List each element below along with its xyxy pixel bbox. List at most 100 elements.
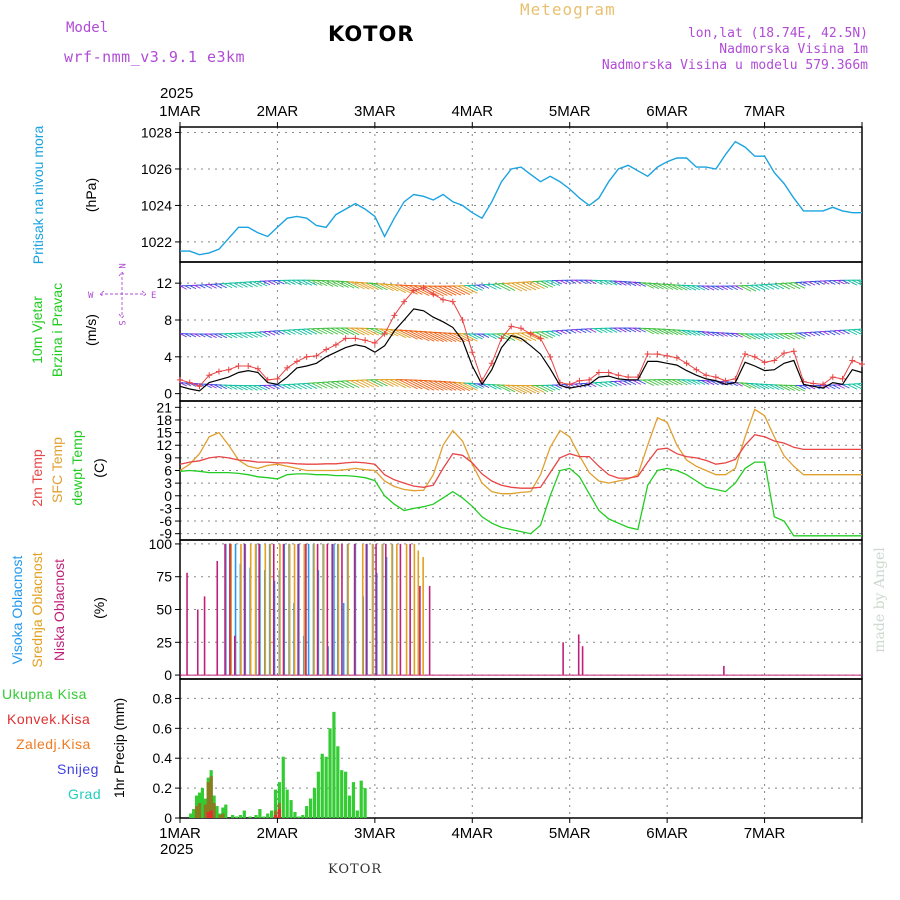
wind-barb bbox=[676, 329, 688, 336]
wind-barb bbox=[247, 332, 258, 338]
footer-station: KOTOR bbox=[328, 862, 383, 877]
wind-barb bbox=[861, 383, 862, 385]
bar-total-precip bbox=[285, 789, 289, 818]
wind-barb bbox=[252, 332, 263, 338]
wind-barb bbox=[608, 327, 618, 333]
wind-barb bbox=[501, 384, 516, 393]
wind-barb bbox=[267, 331, 276, 336]
bar-total-precip bbox=[231, 815, 235, 818]
wind-barb bbox=[209, 384, 217, 389]
wind-barb bbox=[399, 329, 418, 340]
wind-barb bbox=[243, 385, 253, 391]
wind-barb bbox=[769, 333, 780, 340]
bar-frozen-precip bbox=[206, 782, 210, 818]
ylabel-pressure: Pritisak na nivou mora bbox=[30, 126, 46, 265]
wind-barb bbox=[735, 333, 743, 338]
wind-barb bbox=[433, 331, 453, 343]
wind-barb bbox=[389, 379, 407, 389]
wind-barb bbox=[788, 282, 801, 290]
wind-barb bbox=[856, 383, 862, 387]
wind-barb bbox=[223, 283, 233, 289]
wind-barb bbox=[559, 330, 568, 335]
x-label-top: 6MAR bbox=[646, 103, 688, 120]
wind-barb bbox=[632, 380, 642, 385]
wind-barb bbox=[394, 284, 411, 294]
wind-barb bbox=[374, 379, 388, 387]
header-model-name: wrf-nmm_v3.9.1 e3km bbox=[64, 48, 246, 66]
wind-barb bbox=[554, 384, 563, 389]
wind-barb bbox=[574, 329, 582, 334]
wind-barb bbox=[355, 379, 370, 388]
wind-barb bbox=[637, 282, 646, 287]
wind-barb bbox=[433, 380, 453, 391]
x-label-bottom: 5MAR bbox=[549, 825, 591, 842]
wind-barb bbox=[852, 279, 862, 286]
wind-barb bbox=[798, 281, 806, 287]
wind-barb bbox=[189, 333, 197, 338]
wind-barb bbox=[535, 385, 549, 393]
wind-barb bbox=[691, 285, 701, 291]
bar-total-precip bbox=[320, 753, 324, 818]
ylabel-precip: 1hr Precip (mm) bbox=[111, 698, 127, 798]
wind-barb bbox=[774, 384, 785, 391]
wind-barb bbox=[778, 384, 791, 391]
series-sfc-temp bbox=[179, 408, 862, 495]
bar-frozen-precip bbox=[203, 804, 207, 818]
wind-barb bbox=[413, 330, 435, 342]
wind-barb bbox=[428, 380, 448, 391]
wind-barb bbox=[457, 285, 473, 294]
wind-barb bbox=[330, 327, 344, 335]
wind-barb bbox=[852, 329, 862, 335]
wind-barb bbox=[364, 379, 379, 388]
wind-barb bbox=[710, 285, 719, 291]
bar-frozen-precip bbox=[194, 806, 199, 818]
wind-barb bbox=[228, 384, 238, 390]
wind-barb bbox=[861, 329, 862, 330]
wind-barb bbox=[515, 385, 532, 394]
wind-barb bbox=[569, 279, 577, 284]
wind-barb bbox=[360, 282, 375, 290]
header-model-elevation: Nadmorska Visina u modelu 579.366m bbox=[601, 58, 868, 73]
wind-barb bbox=[316, 328, 328, 335]
wind-barb bbox=[666, 379, 679, 386]
wind-barb bbox=[657, 328, 669, 335]
wind-barb bbox=[296, 279, 308, 286]
wind-barb bbox=[769, 283, 780, 290]
bar-total-precip bbox=[363, 788, 367, 818]
wind-barb bbox=[662, 283, 674, 290]
wind-barb bbox=[486, 284, 497, 290]
wind-barb bbox=[530, 281, 545, 290]
series-dewpoint bbox=[179, 461, 862, 537]
wind-barb bbox=[447, 285, 466, 296]
y-tick-label: 75 bbox=[156, 569, 172, 585]
wind-barb bbox=[272, 280, 280, 285]
x-label-top: 7MAR bbox=[744, 103, 786, 120]
wind-barb bbox=[603, 381, 613, 387]
y-tick-label: 12 bbox=[156, 275, 172, 291]
compass-n: N bbox=[116, 263, 126, 268]
wind-barb bbox=[340, 327, 355, 336]
wind-barb bbox=[778, 333, 791, 340]
wind-barb bbox=[335, 327, 349, 335]
y-tick-label: 8 bbox=[164, 312, 172, 328]
wind-barb bbox=[822, 280, 830, 285]
wind-barb bbox=[788, 384, 801, 392]
wind-barb bbox=[213, 283, 223, 289]
wind-barb bbox=[306, 328, 318, 335]
wind-barb bbox=[749, 333, 761, 340]
wind-barb bbox=[272, 384, 280, 390]
wind-barb bbox=[394, 329, 411, 339]
y-tick-label: -9 bbox=[160, 526, 173, 542]
wind-barb bbox=[588, 279, 597, 285]
wind-barb bbox=[666, 329, 679, 336]
bar-total-precip bbox=[238, 815, 243, 818]
y-tick-label: 12 bbox=[156, 437, 172, 453]
wind-barb bbox=[740, 285, 752, 292]
wind-barb bbox=[764, 284, 775, 290]
wind-barb bbox=[476, 333, 485, 338]
wind-barb bbox=[301, 279, 313, 286]
ylabel-wind-1: 10m Vjetar bbox=[29, 296, 45, 364]
wind-barb bbox=[350, 281, 365, 290]
wind-barb bbox=[598, 382, 608, 388]
wind-barb bbox=[754, 333, 766, 340]
